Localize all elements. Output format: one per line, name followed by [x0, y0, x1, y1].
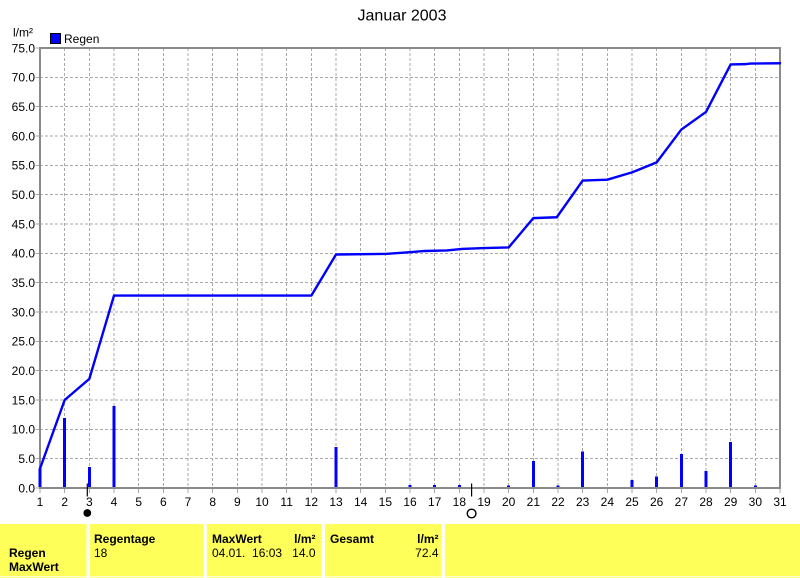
- svg-text:8: 8: [209, 495, 216, 509]
- svg-text:25.0: 25.0: [12, 335, 36, 349]
- svg-text:15: 15: [379, 495, 393, 509]
- svg-text:30: 30: [749, 495, 763, 509]
- svg-text:10: 10: [255, 495, 269, 509]
- svg-text:75.0: 75.0: [12, 41, 36, 55]
- svg-text:MaxWert: MaxWert: [212, 532, 262, 546]
- svg-text:15.0: 15.0: [12, 393, 36, 407]
- svg-text:Januar 2003: Januar 2003: [358, 8, 447, 25]
- svg-text:13: 13: [329, 495, 343, 509]
- svg-text:14: 14: [354, 495, 368, 509]
- svg-text:Regen: Regen: [9, 546, 46, 560]
- svg-text:0.0: 0.0: [18, 481, 35, 495]
- svg-text:Regentage: Regentage: [94, 532, 156, 546]
- svg-text:40.0: 40.0: [12, 247, 36, 261]
- svg-text:18: 18: [453, 495, 467, 509]
- svg-text:5.0: 5.0: [18, 452, 35, 466]
- svg-text:17: 17: [428, 495, 442, 509]
- svg-text:27: 27: [675, 495, 689, 509]
- svg-text:12: 12: [305, 495, 319, 509]
- svg-text:70.0: 70.0: [12, 71, 36, 85]
- svg-text:45.0: 45.0: [12, 217, 36, 231]
- svg-text:26: 26: [650, 495, 664, 509]
- svg-text:1: 1: [37, 495, 44, 509]
- svg-text:Regen: Regen: [64, 32, 99, 46]
- svg-text:l/m²: l/m²: [13, 26, 33, 40]
- svg-text:60.0: 60.0: [12, 129, 36, 143]
- svg-text:20.0: 20.0: [12, 364, 36, 378]
- svg-text:20: 20: [502, 495, 516, 509]
- svg-text:19: 19: [477, 495, 491, 509]
- svg-text:6: 6: [160, 495, 167, 509]
- svg-text:18: 18: [94, 546, 108, 560]
- svg-text:l/m²: l/m²: [294, 532, 315, 546]
- svg-text:50.0: 50.0: [12, 188, 36, 202]
- svg-text:14.0: 14.0: [292, 546, 316, 560]
- svg-text:9: 9: [234, 495, 241, 509]
- svg-text:30.0: 30.0: [12, 305, 36, 319]
- svg-text:4: 4: [111, 495, 118, 509]
- svg-text:3: 3: [86, 495, 93, 509]
- svg-text:72.4: 72.4: [415, 546, 439, 560]
- svg-text:Gesamt: Gesamt: [330, 532, 374, 546]
- svg-text:2: 2: [61, 495, 68, 509]
- svg-text:55.0: 55.0: [12, 159, 36, 173]
- svg-text:04.01. 16:03: 04.01. 16:03: [212, 546, 282, 560]
- svg-text:25: 25: [625, 495, 639, 509]
- svg-text:29: 29: [724, 495, 738, 509]
- svg-text:16: 16: [403, 495, 417, 509]
- svg-text:31: 31: [773, 495, 787, 509]
- svg-text:24: 24: [601, 495, 615, 509]
- svg-text:l/m²: l/m²: [417, 532, 438, 546]
- svg-text:65.0: 65.0: [12, 100, 36, 114]
- svg-text:MaxWert: MaxWert: [9, 560, 59, 574]
- svg-text:23: 23: [576, 495, 590, 509]
- svg-text:28: 28: [699, 495, 713, 509]
- svg-text:11: 11: [280, 495, 293, 509]
- svg-text:5: 5: [135, 495, 142, 509]
- svg-text:10.0: 10.0: [12, 423, 36, 437]
- svg-text:22: 22: [551, 495, 565, 509]
- svg-text:35.0: 35.0: [12, 276, 36, 290]
- svg-text:7: 7: [185, 495, 192, 509]
- svg-text:21: 21: [527, 495, 541, 509]
